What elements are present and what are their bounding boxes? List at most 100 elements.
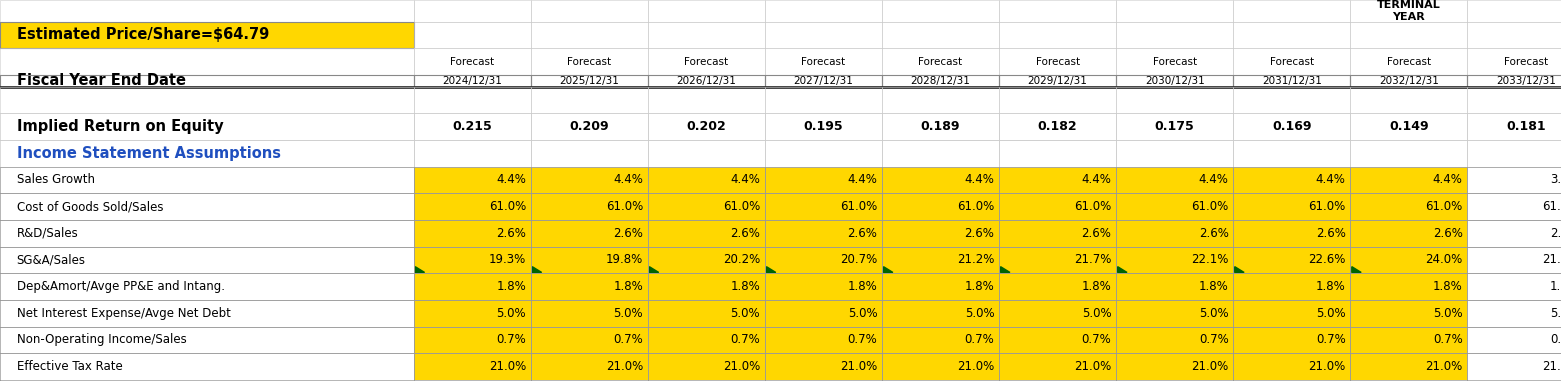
Text: 0.169: 0.169 [1272, 120, 1311, 133]
Bar [648, 300, 765, 327]
Bar [1116, 273, 1233, 300]
Text: 0.209: 0.209 [570, 120, 609, 133]
Bar [1116, 87, 1233, 113]
Text: 20.2%: 20.2% [723, 253, 760, 267]
Text: 61.0%: 61.0% [1074, 200, 1111, 213]
Bar [648, 353, 765, 380]
Text: 1.8%: 1.8% [1082, 280, 1111, 293]
Text: 2029/12/31: 2029/12/31 [1027, 76, 1088, 86]
Bar [648, 75, 765, 87]
Bar [1467, 75, 1561, 87]
Text: 5.0%: 5.0% [496, 307, 526, 320]
Text: 21.0%: 21.0% [840, 360, 877, 373]
Text: 0.7%: 0.7% [1433, 333, 1463, 347]
Text: Non-Operating Income/Sales: Non-Operating Income/Sales [17, 333, 186, 347]
Bar [0, 113, 414, 140]
Text: 0.7%: 0.7% [731, 333, 760, 347]
Text: 1.8%: 1.8% [1316, 280, 1346, 293]
Polygon shape [1118, 267, 1127, 272]
Bar [0, 87, 414, 113]
Bar [765, 273, 882, 300]
Text: 21.0%: 21.0% [1074, 360, 1111, 373]
Bar [1350, 87, 1467, 113]
Bar [765, 87, 882, 113]
Bar [1350, 220, 1467, 247]
Bar [414, 220, 531, 247]
Bar [531, 353, 648, 380]
Bar [765, 193, 882, 220]
Text: 4.4%: 4.4% [613, 173, 643, 187]
Bar [765, 220, 882, 247]
Bar [531, 247, 648, 273]
Bar [414, 300, 531, 327]
Bar [765, 353, 882, 380]
Bar [765, 113, 882, 140]
Polygon shape [884, 267, 893, 272]
Text: Fiscal Year End Date: Fiscal Year End Date [17, 73, 186, 88]
Bar [1233, 167, 1350, 193]
Text: Dep&Amort/Avge PP&E and Intang.: Dep&Amort/Avge PP&E and Intang. [17, 280, 225, 293]
Bar [765, 140, 882, 167]
Bar [1467, 247, 1561, 273]
Text: 22.6%: 22.6% [1308, 253, 1346, 267]
Text: 5.0%: 5.0% [1433, 307, 1463, 320]
Text: 0.7%: 0.7% [613, 333, 643, 347]
Bar [882, 193, 999, 220]
Bar [999, 300, 1116, 327]
Text: 61.0%: 61.0% [1308, 200, 1346, 213]
Text: Forecast: Forecast [684, 56, 729, 67]
Bar [765, 247, 882, 273]
Bar [999, 167, 1116, 193]
Text: 4.4%: 4.4% [965, 173, 994, 187]
Bar [1233, 75, 1350, 87]
Text: 0.7%: 0.7% [496, 333, 526, 347]
Text: 21.6%: 21.6% [1542, 253, 1561, 267]
Bar [531, 273, 648, 300]
Bar [1467, 300, 1561, 327]
Bar [999, 273, 1116, 300]
Bar [1233, 87, 1350, 113]
Text: 2.6%: 2.6% [848, 227, 877, 240]
Bar [999, 75, 1116, 87]
Bar [0, 273, 414, 300]
Bar [414, 193, 531, 220]
Bar [1233, 353, 1350, 380]
Bar [1116, 300, 1233, 327]
Bar [882, 140, 999, 167]
Text: 61.0%: 61.0% [489, 200, 526, 213]
Bar [882, 113, 999, 140]
Bar [1350, 0, 1467, 22]
Bar [414, 48, 531, 75]
Text: 20.7%: 20.7% [840, 253, 877, 267]
Bar [999, 327, 1116, 353]
Text: Forecast: Forecast [450, 56, 495, 67]
Text: 0.175: 0.175 [1155, 120, 1194, 133]
Bar [0, 327, 414, 353]
Bar [1233, 327, 1350, 353]
Bar [882, 327, 999, 353]
Bar [531, 87, 648, 113]
Bar [531, 327, 648, 353]
Bar [414, 140, 531, 167]
Bar [1350, 167, 1467, 193]
Bar [1233, 300, 1350, 327]
Text: 4.4%: 4.4% [1316, 173, 1346, 187]
Text: 0.7%: 0.7% [1316, 333, 1346, 347]
Text: Cost of Goods Sold/Sales: Cost of Goods Sold/Sales [17, 200, 162, 213]
Text: 5.0%: 5.0% [613, 307, 643, 320]
Text: Implied Return on Equity: Implied Return on Equity [17, 119, 223, 134]
Bar [1116, 327, 1233, 353]
Text: 4.4%: 4.4% [731, 173, 760, 187]
Bar [0, 75, 414, 87]
Bar [1467, 48, 1561, 75]
Text: 61.0%: 61.0% [1191, 200, 1229, 213]
Bar [882, 87, 999, 113]
Text: 21.0%: 21.0% [957, 360, 994, 373]
Text: 21.2%: 21.2% [957, 253, 994, 267]
Bar [1467, 273, 1561, 300]
Bar [648, 48, 765, 75]
Polygon shape [1352, 267, 1361, 272]
Text: Forecast: Forecast [918, 56, 963, 67]
Bar [531, 22, 648, 48]
Bar [531, 0, 648, 22]
